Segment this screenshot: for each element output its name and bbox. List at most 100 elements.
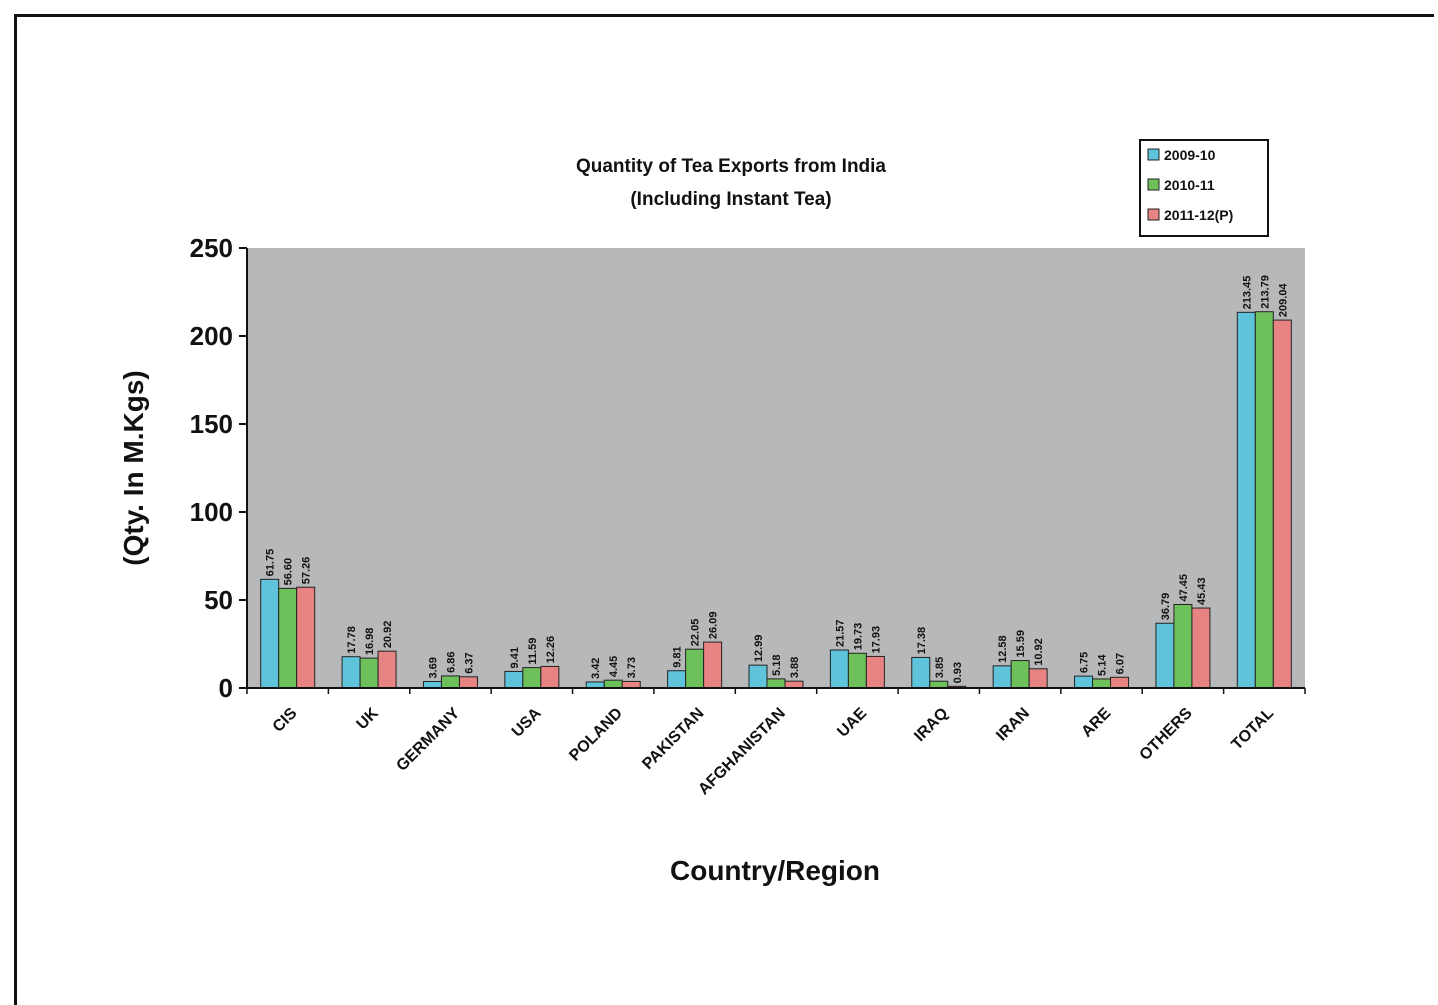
value-labels-layer: 61.75 56.60 57.26 17.78 16.98 20.92 3.69 6.86 6.… xyxy=(265,275,1290,683)
bar xyxy=(260,578,280,689)
x-category-label: OTHERS xyxy=(1137,705,1196,764)
x-category-label: TOTAL xyxy=(1228,705,1277,754)
bar xyxy=(522,667,542,689)
y-axis-title: (Qty. In M.Kgs) xyxy=(118,370,149,565)
bar xyxy=(847,652,867,689)
y-tick-label: 0 xyxy=(219,673,233,703)
y-tick-label: 250 xyxy=(190,233,233,263)
bar-value-label: 36.79 xyxy=(1160,593,1172,621)
y-tick-label: 50 xyxy=(204,585,233,615)
bar-value-label: 10.92 xyxy=(1033,638,1045,666)
bar xyxy=(440,675,460,689)
bar-value-label: 57.26 xyxy=(301,557,313,585)
bar-value-label: 0.93 xyxy=(952,662,964,683)
bar-value-label: 4.45 xyxy=(608,656,620,677)
bar-value-label: 11.59 xyxy=(527,638,539,665)
bar-value-label: 16.98 xyxy=(364,628,376,656)
legend-box xyxy=(1139,139,1269,237)
bar-value-label: 61.75 xyxy=(265,549,277,577)
legend-label: 2009-10 xyxy=(1164,147,1216,163)
bar xyxy=(1254,311,1274,689)
bar xyxy=(377,650,397,689)
legend-label: 2010-11 xyxy=(1164,177,1215,193)
bar xyxy=(685,648,705,689)
bar-value-label: 6.07 xyxy=(1115,653,1127,674)
bar-value-label: 26.09 xyxy=(708,612,720,640)
bar-value-label: 213.79 xyxy=(1259,275,1271,309)
bar xyxy=(359,657,379,689)
bar-value-label: 17.78 xyxy=(346,626,358,654)
bar-value-label: 20.92 xyxy=(382,621,394,649)
bar-value-label: 12.26 xyxy=(545,636,557,664)
bar-value-label: 3.88 xyxy=(789,657,801,678)
bar-value-label: 6.75 xyxy=(1079,652,1091,673)
bar-value-label: 12.99 xyxy=(753,635,765,663)
bar-value-label: 22.05 xyxy=(690,619,702,647)
bar xyxy=(540,665,560,689)
chart-title: Quantity of Tea Exports from India xyxy=(576,156,886,177)
bar-value-label: 3.42 xyxy=(590,658,602,679)
bar xyxy=(1272,319,1292,689)
legend: 2009-10 2010-11 2011-12(P) xyxy=(1139,139,1269,237)
bar-value-label: 5.14 xyxy=(1097,654,1109,676)
bar-value-label: 17.93 xyxy=(870,626,882,654)
bar xyxy=(929,680,949,689)
bar-value-label: 21.57 xyxy=(834,620,846,648)
bar-value-label: 45.43 xyxy=(1196,578,1208,606)
bar xyxy=(865,655,885,689)
bar xyxy=(784,680,804,689)
y-tick-label: 100 xyxy=(190,497,233,527)
bar-value-label: 56.60 xyxy=(283,558,295,586)
bar-value-label: 6.86 xyxy=(445,652,457,673)
bar-value-label: 3.69 xyxy=(427,657,439,678)
bar xyxy=(911,656,931,689)
bar-value-label: 3.85 xyxy=(934,657,946,678)
chart-frame xyxy=(14,14,1434,1005)
bar xyxy=(1191,607,1211,689)
bar-value-label: 47.45 xyxy=(1178,574,1190,602)
x-category-label: USA xyxy=(509,704,545,740)
bar-value-label: 213.45 xyxy=(1241,276,1253,310)
bar xyxy=(458,676,478,689)
x-category-label: CIS xyxy=(270,705,301,736)
legend-label: 2011-12(P) xyxy=(1164,207,1233,223)
bar xyxy=(1155,622,1175,689)
bar xyxy=(341,656,361,689)
x-axis: CIS UK GERMANY USA POLAND PAKISTANAFGHANISTAN… xyxy=(246,687,1306,799)
bar xyxy=(296,586,316,689)
bar xyxy=(1028,668,1048,689)
bar-value-label: 17.38 xyxy=(916,627,928,655)
bar xyxy=(1110,676,1130,689)
bar xyxy=(766,678,786,689)
bars-layer xyxy=(260,311,1292,689)
bar xyxy=(1010,660,1030,689)
x-category-label: IRAN xyxy=(993,705,1033,745)
bar-value-label: 12.58 xyxy=(997,635,1009,663)
x-category-label: POLAND xyxy=(566,705,626,765)
bar xyxy=(829,649,849,689)
x-category-label: AFGHANISTAN xyxy=(695,705,789,799)
bar xyxy=(748,664,768,689)
bar-value-label: 9.81 xyxy=(672,646,684,667)
bar xyxy=(1236,311,1256,689)
y-axis: 0 50 100 150 200 250 xyxy=(190,233,248,703)
legend-swatch xyxy=(1147,208,1160,221)
x-category-label: GERMANY xyxy=(393,705,463,775)
plot-background xyxy=(247,248,1305,688)
bar-value-label: 9.41 xyxy=(509,647,521,668)
bar-value-label: 5.18 xyxy=(771,654,783,675)
legend-swatch xyxy=(1147,148,1160,161)
plot-area xyxy=(247,248,1305,688)
x-category-label: PAKISTAN xyxy=(639,705,707,773)
bar-value-label: 209.04 xyxy=(1277,283,1289,318)
x-category-label: ARE xyxy=(1078,705,1114,741)
bar xyxy=(1074,675,1094,689)
y-tick-label: 200 xyxy=(190,321,233,351)
x-category-label: IRAQ xyxy=(911,705,951,745)
bar xyxy=(1092,678,1112,689)
bar-value-label: 6.37 xyxy=(463,652,475,673)
bar xyxy=(278,587,298,689)
bar xyxy=(667,670,687,689)
legend-swatch xyxy=(1147,178,1160,191)
